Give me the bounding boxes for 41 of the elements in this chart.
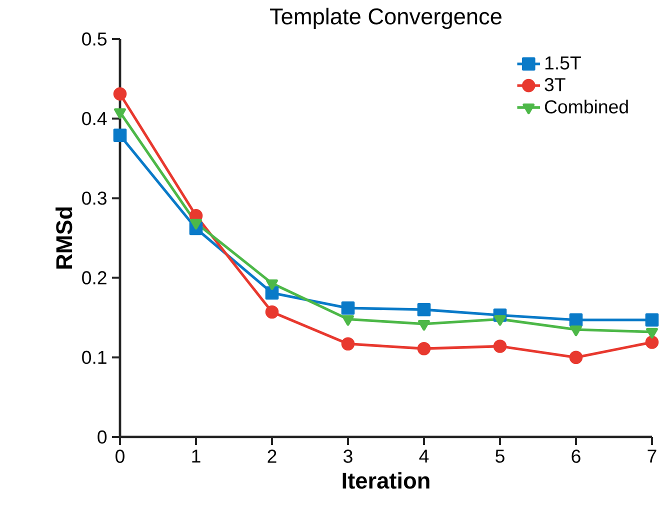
point [113,128,127,142]
x-tick-label: 7 [648,450,656,463]
point [417,302,431,316]
point [266,279,278,290]
point [646,328,658,339]
point [569,350,583,364]
point [114,108,126,119]
point [645,313,659,327]
legend-label: 1.5T [545,56,581,70]
x-tick-label: 0 [116,450,124,463]
y-tick-label: 0.4 [82,112,107,126]
point [494,315,506,326]
legend-label: 3T [544,78,566,92]
legend-label: Combined [544,100,628,114]
y-tick-label: 0.2 [82,271,106,284]
x-axis-title: Iteration [342,472,430,489]
y-axis-title: RMSd [56,207,72,269]
point [570,326,582,336]
x-tick-label: 6 [572,450,580,463]
x-tick-label: 1 [192,450,200,463]
x-tick-label: 4 [419,450,429,463]
point [265,286,279,300]
y-tick-label: 0.3 [82,192,106,205]
point [341,337,355,351]
point [417,342,431,356]
point [341,301,355,315]
y-tick-label: 0.1 [82,350,106,364]
point [190,218,202,230]
chart-title: Template Convergence [270,8,502,29]
point [493,340,507,353]
point [645,336,659,349]
x-tick-label: 2 [268,450,276,463]
y-tick-label: 0.5 [82,32,107,46]
point [342,315,354,326]
point [113,87,127,101]
y-tick-label: 0 [98,430,107,444]
x-tick-label: 5 [496,450,504,463]
point [569,313,583,327]
x-tick-label: 3 [344,450,352,463]
point [265,305,279,319]
point [418,320,430,331]
